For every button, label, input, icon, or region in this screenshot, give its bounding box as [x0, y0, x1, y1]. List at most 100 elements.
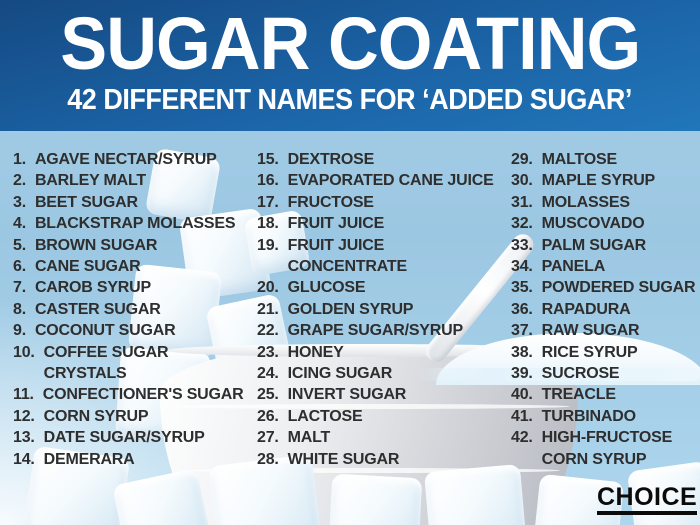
list-item: 39. SUCROSE: [511, 363, 700, 384]
sugar-cube-icon: [423, 463, 529, 525]
item-name: HIGH-FRUCTOSE CORN SYRUP: [541, 429, 673, 468]
item-number: 17.: [257, 193, 279, 211]
item-number: 4.: [13, 215, 26, 233]
list-item: 29. MALTOSE: [511, 149, 700, 170]
list-item: 15. DEXTROSE: [257, 149, 503, 170]
list-item: 31. MOLASSES: [511, 192, 700, 213]
item-number: 24.: [257, 365, 279, 383]
item-name: PANELA: [541, 258, 606, 276]
item-number: 31.: [511, 193, 533, 211]
item-name: ICING SUGAR: [287, 365, 393, 383]
item-name: RAW SUGAR: [541, 322, 640, 340]
list-item: 33. PALM SUGAR: [511, 235, 700, 256]
item-number: 35.: [511, 279, 533, 297]
item-name: BROWN SUGAR: [34, 236, 158, 254]
item-number: 27.: [257, 429, 279, 447]
item-name: DATE SUGAR/SYRUP: [43, 429, 205, 447]
item-name: BEET SUGAR: [34, 193, 138, 211]
item-name: CONFECTIONER'S SUGAR: [42, 386, 244, 404]
item-name: GRAPE SUGAR/SYRUP: [287, 322, 463, 340]
item-name: CANE SUGAR: [34, 258, 141, 276]
list-column-3: 29. MALTOSE 30. MAPLE SYRUP 31. MOLASSES 32. MU…: [511, 149, 700, 470]
list-item: 9. COCONUT SUGAR: [13, 320, 259, 341]
item-name: RICE SYRUP: [541, 343, 638, 361]
item-number: 28.: [257, 450, 279, 468]
item-name: INVERT SUGAR: [287, 386, 407, 404]
list-item: 40. TREACLE: [511, 384, 700, 405]
item-number: 29.: [511, 151, 533, 168]
item-number: 22.: [257, 322, 279, 340]
item-name: DEXTROSE: [287, 151, 375, 168]
item-name: EVAPORATED CANE JUICE: [287, 172, 494, 190]
item-name: RAPADURA: [541, 300, 631, 318]
list-item: 8. CASTER SUGAR: [13, 299, 259, 320]
item-number: 5.: [13, 236, 26, 254]
item-number: 39.: [511, 365, 533, 383]
item-name: DEMERARA: [43, 450, 135, 468]
list-item: 42. HIGH-FRUCTOSE CORN SYRUP: [511, 427, 700, 470]
item-number: 11.: [13, 386, 34, 404]
list-column-1: 1. AGAVE NECTAR/SYRUP 2. BARLEY MALT 3. BEET …: [13, 149, 259, 470]
item-name: POWDERED SUGAR: [541, 279, 696, 297]
item-name: CASTER SUGAR: [34, 300, 161, 318]
list-item: 12. CORN SYRUP: [13, 406, 259, 427]
list-item: 41. TURBINADO: [511, 406, 700, 427]
item-name: MAPLE SYRUP: [541, 172, 656, 190]
item-number: 38.: [511, 343, 533, 361]
item-number: 25.: [257, 386, 279, 404]
item-name: MUSCOVADO: [541, 215, 645, 233]
item-number: 42.: [511, 429, 533, 447]
sugar-bowl-highlight: [170, 404, 570, 409]
list-item: 38. RICE SYRUP: [511, 342, 700, 363]
item-name: CAROB SYRUP: [34, 279, 151, 297]
item-number: 34.: [511, 258, 533, 276]
list-item: 20. GLUCOSE: [257, 277, 503, 298]
item-number: 6.: [13, 258, 26, 276]
list-item: 32. MUSCOVADO: [511, 213, 700, 234]
list-item: 25. INVERT SUGAR: [257, 384, 503, 405]
sugar-pile-base: [418, 368, 700, 381]
item-name: TURBINADO: [541, 407, 636, 425]
item-name: CORN SYRUP: [43, 407, 149, 425]
item-number: 3.: [13, 193, 26, 211]
list-item: 37. RAW SUGAR: [511, 320, 700, 341]
list-item: 27. MALT: [257, 427, 503, 448]
choice-logo: CHOICE: [597, 485, 698, 515]
item-name: LACTOSE: [287, 407, 363, 425]
item-number: 16.: [257, 172, 279, 190]
item-number: 10.: [13, 343, 35, 361]
item-number: 30.: [511, 172, 533, 190]
list-item: 17. FRUCTOSE: [257, 192, 503, 213]
item-number: 2.: [13, 172, 26, 190]
item-number: 12.: [13, 407, 35, 425]
item-name: MALT: [287, 429, 331, 447]
item-name: COFFEE SUGAR CRYSTALS: [43, 343, 169, 383]
list-item: 1. AGAVE NECTAR/SYRUP: [13, 149, 259, 170]
list-item: 23. HONEY: [257, 342, 503, 363]
item-number: 9.: [13, 322, 26, 340]
item-number: 14.: [13, 450, 35, 468]
item-number: 19.: [257, 236, 279, 254]
sugar-cube-icon: [327, 473, 423, 525]
item-number: 37.: [511, 322, 533, 340]
list-item: 35. POWDERED SUGAR: [511, 277, 700, 298]
item-number: 15.: [257, 151, 279, 168]
item-name: PALM SUGAR: [541, 236, 647, 254]
item-name: MALTOSE: [541, 151, 618, 168]
item-name: HONEY: [287, 343, 344, 361]
list-item: 4. BLACKSTRAP MOLASSES: [13, 213, 259, 234]
list-item: 5. BROWN SUGAR: [13, 235, 259, 256]
list-item: 21. GOLDEN SYRUP: [257, 299, 503, 320]
page-subtitle: 42 DIFFERENT NAMES FOR ‘ADDED SUGAR’: [67, 84, 633, 116]
item-name: GLUCOSE: [287, 279, 366, 297]
item-number: 7.: [13, 279, 26, 297]
sugar-bowl-highlight: [190, 468, 560, 473]
list-item: 11. CONFECTIONER'S SUGAR: [13, 384, 259, 405]
item-number: 26.: [257, 407, 279, 425]
item-number: 8.: [13, 300, 26, 318]
list-item: 26. LACTOSE: [257, 406, 503, 427]
list-item: 13. DATE SUGAR/SYRUP: [13, 427, 259, 448]
item-number: 32.: [511, 215, 533, 233]
list-item: 7. CAROB SYRUP: [13, 277, 259, 298]
